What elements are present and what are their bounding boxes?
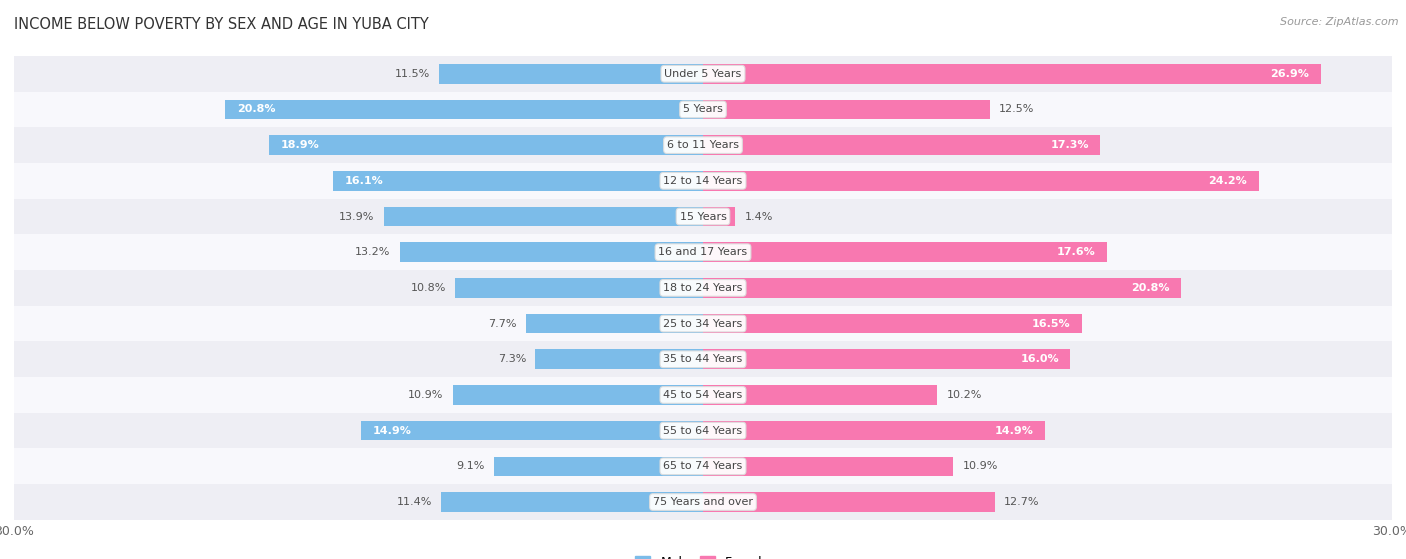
Text: Source: ZipAtlas.com: Source: ZipAtlas.com (1281, 17, 1399, 27)
Text: 25 to 34 Years: 25 to 34 Years (664, 319, 742, 329)
Text: 18.9%: 18.9% (280, 140, 319, 150)
Bar (703, 349, 1070, 369)
Text: 11.5%: 11.5% (395, 69, 430, 79)
Bar (14, 484, 1392, 520)
Text: 75 Years and over: 75 Years and over (652, 497, 754, 507)
Bar (703, 457, 953, 476)
Bar (536, 349, 703, 369)
Bar (14, 377, 1392, 413)
Bar (225, 100, 703, 119)
Text: 35 to 44 Years: 35 to 44 Years (664, 354, 742, 364)
Text: 65 to 74 Years: 65 to 74 Years (664, 461, 742, 471)
Bar (14, 270, 1392, 306)
Text: 20.8%: 20.8% (1130, 283, 1170, 293)
Text: 55 to 64 Years: 55 to 64 Years (664, 425, 742, 435)
Bar (14, 448, 1392, 484)
Bar (269, 135, 703, 155)
Text: 14.9%: 14.9% (995, 425, 1033, 435)
Text: 1.4%: 1.4% (744, 211, 773, 221)
Text: INCOME BELOW POVERTY BY SEX AND AGE IN YUBA CITY: INCOME BELOW POVERTY BY SEX AND AGE IN Y… (14, 17, 429, 32)
Bar (14, 56, 1392, 92)
Bar (703, 135, 1101, 155)
Text: 6 to 11 Years: 6 to 11 Years (666, 140, 740, 150)
Text: 14.9%: 14.9% (373, 425, 411, 435)
Bar (14, 198, 1392, 234)
Bar (361, 421, 703, 440)
Bar (703, 492, 994, 512)
Text: 45 to 54 Years: 45 to 54 Years (664, 390, 742, 400)
Text: 10.8%: 10.8% (411, 283, 446, 293)
Text: 13.2%: 13.2% (356, 247, 391, 257)
Bar (703, 64, 1320, 83)
Bar (453, 385, 703, 405)
Text: 12 to 14 Years: 12 to 14 Years (664, 176, 742, 186)
Bar (703, 100, 990, 119)
Text: 16.0%: 16.0% (1021, 354, 1059, 364)
Text: 9.1%: 9.1% (457, 461, 485, 471)
Bar (14, 234, 1392, 270)
Text: 7.3%: 7.3% (498, 354, 526, 364)
Text: 18 to 24 Years: 18 to 24 Years (664, 283, 742, 293)
Bar (703, 171, 1258, 191)
Text: 24.2%: 24.2% (1209, 176, 1247, 186)
Text: 10.2%: 10.2% (946, 390, 981, 400)
Text: 5 Years: 5 Years (683, 105, 723, 115)
Text: 11.4%: 11.4% (396, 497, 432, 507)
Bar (14, 163, 1392, 198)
Bar (703, 385, 938, 405)
Text: 13.9%: 13.9% (339, 211, 374, 221)
Bar (14, 306, 1392, 342)
Text: 10.9%: 10.9% (963, 461, 998, 471)
Text: 16.1%: 16.1% (344, 176, 384, 186)
Text: 7.7%: 7.7% (488, 319, 517, 329)
Text: 17.6%: 17.6% (1057, 247, 1095, 257)
Bar (14, 92, 1392, 127)
Bar (384, 207, 703, 226)
Bar (14, 342, 1392, 377)
Bar (456, 278, 703, 298)
Bar (494, 457, 703, 476)
Text: 26.9%: 26.9% (1271, 69, 1309, 79)
Bar (703, 314, 1083, 333)
Bar (703, 421, 1045, 440)
Text: 16 and 17 Years: 16 and 17 Years (658, 247, 748, 257)
Bar (333, 171, 703, 191)
Text: 10.9%: 10.9% (408, 390, 443, 400)
Text: 20.8%: 20.8% (236, 105, 276, 115)
Text: 12.7%: 12.7% (1004, 497, 1039, 507)
Text: 16.5%: 16.5% (1032, 319, 1070, 329)
Text: 15 Years: 15 Years (679, 211, 727, 221)
Bar (441, 492, 703, 512)
Bar (439, 64, 703, 83)
Bar (703, 278, 1181, 298)
Bar (14, 127, 1392, 163)
Bar (526, 314, 703, 333)
Legend: Male, Female: Male, Female (630, 551, 776, 559)
Text: Under 5 Years: Under 5 Years (665, 69, 741, 79)
Text: 17.3%: 17.3% (1050, 140, 1088, 150)
Text: 12.5%: 12.5% (1000, 105, 1035, 115)
Bar (399, 243, 703, 262)
Bar (703, 243, 1107, 262)
Bar (703, 207, 735, 226)
Bar (14, 413, 1392, 448)
